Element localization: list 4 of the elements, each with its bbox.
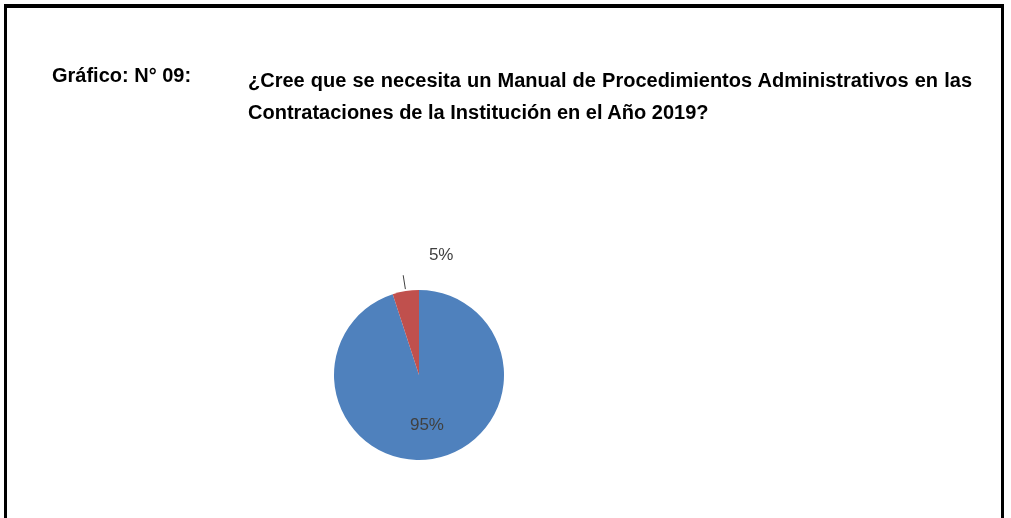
data-label: 95%	[409, 415, 444, 435]
text: Gráfico: N° 09:	[52, 64, 192, 87]
data-label: 5%	[428, 244, 454, 264]
text: ¿Cree que se necesita un Manual de Procedimientos Administrativos en las Contrataciones de la Institución en el Año 2019?	[248, 68, 972, 125]
